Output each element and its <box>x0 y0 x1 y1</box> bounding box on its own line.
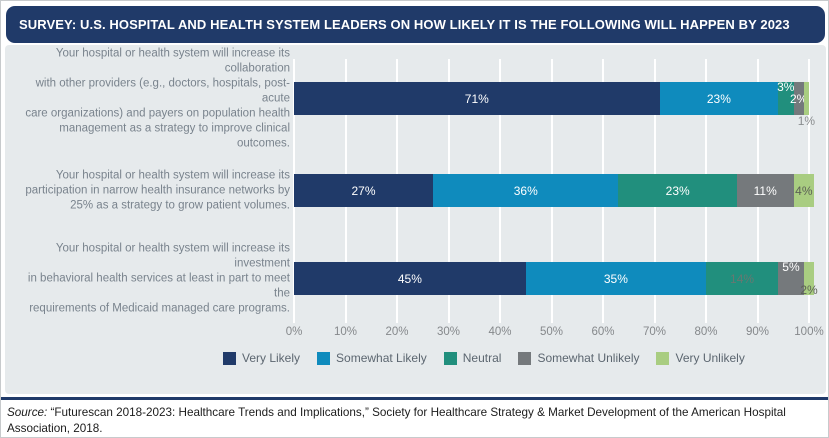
segment-value-label: 4% <box>795 183 813 198</box>
source-note: Source: “Futurescan 2018-2023: Healthcar… <box>7 405 807 436</box>
legend-swatch-icon <box>223 351 236 365</box>
chart-panel: Your hospital or health system will incr… <box>5 45 826 394</box>
x-tick-label: 60% <box>591 326 615 338</box>
question-label: Your hospital or health system will incr… <box>27 242 290 314</box>
legend-item: Neutral <box>443 351 502 365</box>
question-label: Your hospital or health system will incr… <box>25 169 290 211</box>
bar-segment: 3% <box>777 80 795 115</box>
bar-segment: 11% <box>736 174 794 207</box>
bar-segment: 5% <box>778 260 804 295</box>
segment-value-label: 5% <box>782 260 800 274</box>
segment-value-label: 11% <box>753 183 777 198</box>
x-tick-label: 90% <box>745 326 770 338</box>
legend-swatch-icon <box>443 351 457 365</box>
x-tick-label: 50% <box>539 326 564 338</box>
header-bar: SURVEY: U.S. HOSPITAL AND HEALTH SYSTEM … <box>6 6 825 43</box>
chart-legend: Very Likely Somewhat Likely Neutral Somewha… <box>223 351 745 365</box>
bar-segment: 71% <box>294 82 660 115</box>
x-tick-label: 80% <box>694 326 718 338</box>
bar-segment: 35% <box>525 262 706 295</box>
legend-label: Very Likely <box>242 351 301 365</box>
segment-value-label: 23% <box>665 183 690 198</box>
bar-segment: 36% <box>433 174 619 207</box>
legend-label: Neutral <box>462 351 502 365</box>
legend-swatch-icon <box>518 351 532 365</box>
x-tick-label: 20% <box>385 326 409 338</box>
bar-segment: 23% <box>618 174 737 207</box>
x-tick-label: 100% <box>794 326 824 338</box>
source-prefix: Source: <box>7 406 48 419</box>
x-tick-label: 70% <box>642 326 667 338</box>
segment-value-label: 23% <box>706 91 731 106</box>
x-tick-label: 10% <box>333 326 358 338</box>
bar-segment: 1% <box>798 82 815 128</box>
segment-value-label: 1% <box>797 114 816 128</box>
stacked-bar: 45% 35% 14% 5% 2% <box>294 260 818 297</box>
segment-value-label: 27% <box>351 183 376 198</box>
bar-segment: 27% <box>294 174 434 207</box>
segment-value-label: 2% <box>800 283 818 297</box>
segment-value-label: 14% <box>730 271 755 286</box>
question-label: Your hospital or health system will incr… <box>25 47 290 149</box>
bar-segment: 2% <box>800 262 818 297</box>
legend-label: Somewhat Likely <box>336 351 427 365</box>
legend-item: Somewhat Unlikely <box>518 351 639 365</box>
survey-title: SURVEY: U.S. HOSPITAL AND HEALTH SYSTEM … <box>19 17 790 32</box>
segment-value-label: 3% <box>777 80 795 94</box>
legend-item: Somewhat Likely <box>317 351 427 365</box>
segment-value-label: 35% <box>603 271 628 286</box>
segment-value-label: 71% <box>464 91 489 106</box>
bar-segment: 23% <box>659 82 779 115</box>
bar-segment: 14% <box>706 262 779 295</box>
legend-swatch-icon <box>656 351 670 365</box>
bar-segment: 4% <box>793 174 815 207</box>
x-tick-label: 30% <box>436 326 461 338</box>
legend-label: Very Unlikely <box>675 351 745 365</box>
x-tick-label: 0% <box>285 326 303 338</box>
separator-rule <box>1 397 828 400</box>
x-tick-label: 40% <box>488 326 512 338</box>
segment-value-label: 45% <box>397 271 422 286</box>
bar-segment: 2% <box>790 82 807 115</box>
segment-value-label: 2% <box>789 91 808 106</box>
bar-segment: 45% <box>294 262 526 295</box>
stacked-bar: 27% 36% 23% 11% 4% <box>294 174 815 207</box>
legend-item: Very Likely <box>223 351 300 365</box>
segment-value-label: 36% <box>513 183 538 198</box>
source-text: “Futurescan 2018-2023: Healthcare Trends… <box>7 406 786 435</box>
legend-label: Somewhat Unlikely <box>537 351 640 365</box>
stacked-bar: 71% 23% 3% 2% 1% <box>294 80 815 128</box>
legend-swatch-icon <box>317 351 331 365</box>
legend-item: Very Unlikely <box>656 351 745 365</box>
